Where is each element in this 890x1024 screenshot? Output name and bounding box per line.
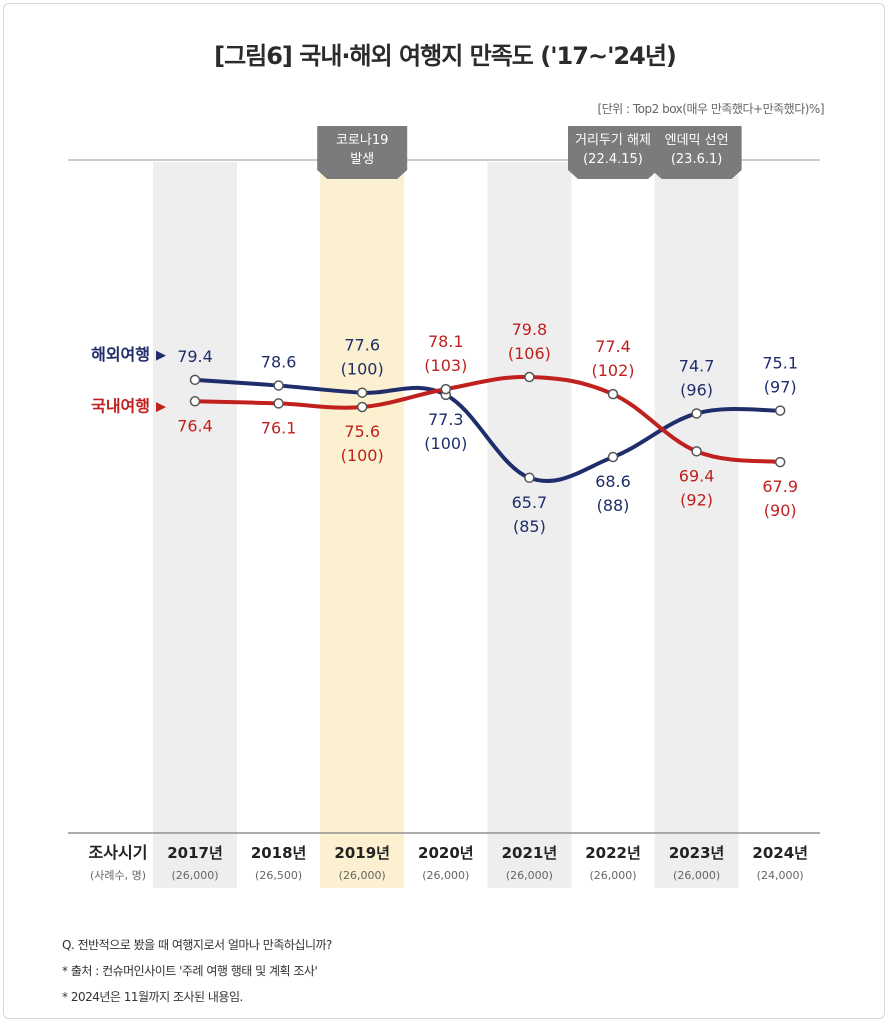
- index-label: (103): [424, 356, 467, 375]
- source-note: * 출처 : 컨슈머인사이트 '주례 여행 행태 및 계획 조사': [62, 964, 318, 978]
- legend-label: 해외여행: [91, 345, 150, 364]
- footnotes: Q. 전반적으로 봤을 때 여행지로서 얼마나 만족하십니까? * 출처 : 컨…: [62, 932, 332, 1010]
- event-label: 발생: [350, 152, 374, 167]
- sample-size: (26,000): [589, 869, 636, 882]
- data-label: 78.1: [428, 332, 464, 351]
- data-point-domestic: [691, 446, 702, 457]
- year-band-footer: [320, 834, 405, 888]
- unit-note: [단위 : Top2 box(매우 만족했다+만족했다)%]: [597, 102, 824, 116]
- year-band: [320, 162, 405, 833]
- x-tick-label: 2019년: [334, 844, 390, 862]
- index-label: (106): [508, 344, 551, 363]
- x-tick-label: 2017년: [167, 844, 223, 862]
- x-tick-label: 2020년: [418, 844, 474, 862]
- index-label: (90): [764, 501, 797, 520]
- data-point-domestic: [607, 388, 619, 400]
- data-point-domestic: [440, 383, 452, 395]
- index-label: (88): [597, 496, 630, 515]
- data-point-overseas: [691, 408, 702, 419]
- data-label: 76.1: [261, 418, 297, 437]
- event-label: 엔데믹 선언: [665, 133, 729, 148]
- data-point-overseas: [189, 374, 201, 386]
- index-label: (102): [591, 361, 634, 380]
- sample-size: (24,000): [757, 869, 804, 882]
- event-label: 코로나19: [336, 133, 388, 148]
- year-band-footer: [654, 834, 739, 888]
- chart-frame: [3, 3, 885, 1019]
- question-note: Q. 전반적으로 봤을 때 여행지로서 얼마나 만족하십니까?: [62, 938, 332, 952]
- data-label: 69.4: [679, 466, 715, 485]
- sample-size: (26,000): [171, 869, 218, 882]
- index-label: (100): [424, 434, 467, 453]
- index-label: (92): [680, 490, 713, 509]
- x-tick-label: 2023년: [669, 844, 725, 862]
- x-tick-label: 2024년: [752, 844, 808, 862]
- data-point-overseas: [774, 405, 786, 416]
- data-point-domestic: [774, 456, 786, 468]
- event-label: (22.4.15): [583, 152, 643, 167]
- event-badge: [317, 126, 408, 179]
- legend-label: 국내여행: [91, 396, 150, 415]
- sample-size: (26,000): [506, 869, 553, 882]
- index-label: (100): [341, 446, 384, 465]
- data-label: 67.9: [762, 477, 798, 496]
- data-point-overseas: [524, 472, 535, 484]
- x-tick-label: 2018년: [251, 844, 307, 862]
- data-label: 79.8: [512, 320, 548, 339]
- event-badge: [651, 126, 742, 179]
- data-label: 74.7: [679, 356, 715, 375]
- series-line-domestic: [193, 374, 783, 465]
- data-label: 65.7: [512, 493, 548, 512]
- data-point-domestic: [189, 396, 201, 407]
- index-label: (96): [680, 380, 713, 399]
- data-point-overseas: [607, 451, 619, 463]
- year-band-footer: [153, 834, 237, 888]
- data-point-domestic: [524, 371, 535, 383]
- data-point-domestic: [356, 401, 368, 413]
- data-point-domestic: [273, 398, 284, 409]
- data-label: 77.3: [428, 410, 464, 429]
- series-line-overseas: [193, 377, 783, 484]
- data-label: 68.6: [595, 472, 631, 491]
- data-label: 75.1: [762, 354, 798, 373]
- legend-arrow-icon: ▶: [156, 399, 166, 414]
- year-band: [654, 162, 739, 833]
- legend-arrow-icon: ▶: [156, 348, 166, 363]
- x-tick-label: 2022년: [585, 844, 641, 862]
- x-tick-label: 2021년: [502, 844, 558, 862]
- event-label: 거리두기 해제: [575, 133, 651, 148]
- data-label: 78.6: [261, 353, 297, 372]
- data-label: 79.4: [177, 347, 213, 366]
- sample-size: (26,000): [339, 869, 386, 882]
- chart-title: [그림6] 국내·해외 여행지 만족도 ('17~'24년): [214, 42, 677, 70]
- index-label: (85): [513, 517, 546, 536]
- event-badge: [568, 126, 658, 179]
- data-label: 76.4: [177, 416, 213, 435]
- event-label: (23.6.1): [671, 152, 723, 167]
- year-band: [487, 162, 572, 833]
- data-label: 77.6: [344, 336, 380, 355]
- index-label: (97): [764, 378, 797, 397]
- data-point-overseas: [356, 387, 368, 398]
- data-label: 77.4: [595, 337, 631, 356]
- row-label: 조사시기: [89, 843, 148, 862]
- year-band: [153, 162, 237, 833]
- sample-size: (26,000): [422, 869, 469, 882]
- sample-size: (26,500): [255, 869, 302, 882]
- index-label: (100): [341, 360, 384, 379]
- year-band-footer: [487, 834, 572, 888]
- period-note: * 2024년은 11월까지 조사된 내용임.: [62, 990, 243, 1004]
- line-chart: 코로나19 발생 거리두기 해제 (22.4.15) 엔데믹 선언 (23.6.1) 79.…: [68, 126, 820, 888]
- data-label: 75.6: [344, 422, 380, 441]
- sample-size: (26,000): [673, 869, 720, 882]
- row-sublabel: (사례수, 명): [90, 869, 146, 882]
- data-point-overseas: [273, 380, 284, 391]
